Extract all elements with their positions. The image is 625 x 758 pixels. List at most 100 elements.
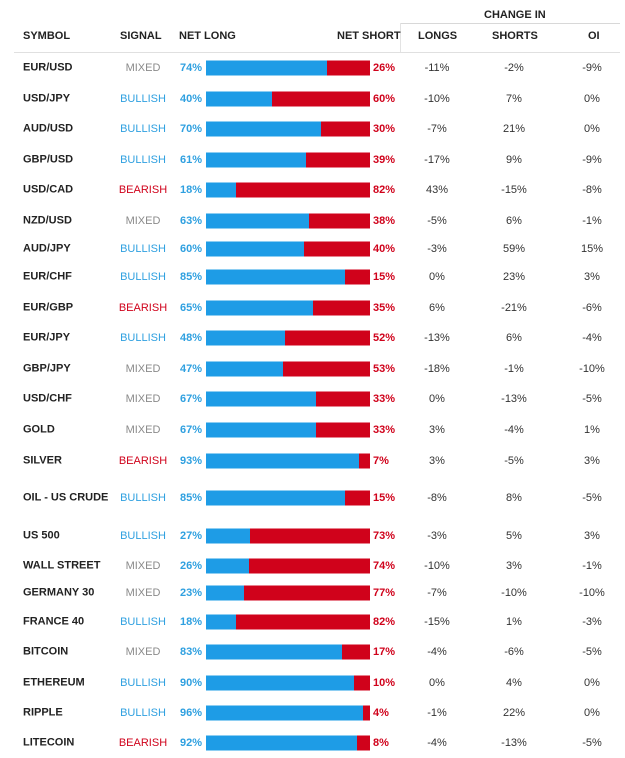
table-row[interactable]: GBP/JPY MIXED 47% 53% -18% -1% -10% [14,354,620,385]
change-oi: -10% [579,362,605,375]
header-longs[interactable]: LONGS [418,30,458,42]
symbol-link[interactable]: GBP/USD [23,153,74,166]
change-oi: 15% [580,243,604,255]
symbol-link[interactable]: EUR/USD [23,61,73,74]
table-row[interactable]: BITCOIN MIXED 83% 17% -4% -6% -5% [14,637,620,667]
sentiment-bar [206,422,370,438]
net-long-percent: 26% [179,559,202,572]
change-longs: -4% [427,737,447,749]
table-row[interactable]: EUR/CHF BULLISH 85% 15% 0% 23% 3% [14,262,620,293]
sentiment-bar [206,182,370,198]
symbol-link[interactable]: SILVER [23,454,62,466]
table-row[interactable]: GOLD MIXED 67% 33% 3% -4% 1% [14,415,620,446]
sentiment-bar [206,490,370,506]
symbol-link[interactable]: OIL - US CRUDE [23,491,109,504]
table-row[interactable]: EUR/GBP BEARISH 65% 35% 6% -21% -6% [14,293,620,324]
change-oi: -5% [582,737,602,749]
net-short-bar [243,585,370,601]
change-longs: -11% [424,62,450,75]
net-long-bar [206,528,251,543]
symbol-link[interactable]: RIPPLE [23,706,63,719]
symbol-link[interactable]: GERMANY 30 [23,586,95,599]
change-longs: -18% [424,362,450,375]
sentiment-bar [206,361,370,377]
symbol-link[interactable]: NZD/USD [23,214,72,227]
table-row[interactable]: LITECOIN BEARISH 92% 8% -4% -13% -5% [14,728,620,758]
table-row[interactable]: FRANCE 40 BULLISH 18% 82% -15% 1% -3% [14,606,620,637]
header-oi[interactable]: OI [588,30,600,42]
signal-label: MIXED [125,362,161,375]
signal-label: MIXED [125,214,161,227]
net-long-percent: 65% [179,301,202,314]
symbol-link[interactable]: GBP/JPY [23,362,71,375]
net-short-percent: 17% [373,646,396,658]
table-row[interactable]: ETHEREUM BULLISH 90% 10% 0% 4% 0% [14,667,620,698]
header-net-short[interactable]: NET SHORT [337,30,401,42]
change-shorts: -21% [501,301,527,314]
net-short-bar [315,422,370,438]
symbol-link[interactable]: WALL STREET [23,559,101,571]
symbol-link[interactable]: EUR/JPY [23,331,71,344]
header-shorts[interactable]: SHORTS [492,30,538,42]
change-oi: 0% [584,123,600,136]
header-net-long[interactable]: NET LONG [179,30,236,42]
change-oi: 0% [584,676,600,689]
net-short-bar [283,361,370,377]
sentiment-bar [206,558,370,573]
table-row[interactable]: OIL - US CRUDE BULLISH 85% 15% -8% 8% -5% [14,476,620,520]
symbol-link[interactable]: EUR/CHF [23,270,72,283]
net-short-percent: 40% [373,243,396,255]
table-row[interactable]: SILVER BEARISH 93% 7% 3% -5% 3% [14,445,620,476]
net-long-bar [206,558,249,573]
symbol-link[interactable]: GOLD [23,423,55,436]
table-row[interactable]: USD/JPY BULLISH 40% 60% -10% 7% 0% [14,84,620,115]
signal-label: BULLISH [120,332,166,345]
net-short-percent: 35% [373,301,396,314]
net-long-bar [206,585,244,601]
table-row[interactable]: NZD/USD MIXED 63% 38% -5% 6% -1% [14,206,620,237]
symbol-link[interactable]: USD/CHF [23,392,72,405]
table-row[interactable]: EUR/JPY BULLISH 48% 52% -13% 6% -4% [14,323,620,354]
symbol-link[interactable]: ETHEREUM [23,676,85,688]
table-row[interactable]: USD/CHF MIXED 67% 33% 0% -13% -5% [14,384,620,415]
symbol-link[interactable]: LITECOIN [23,736,75,749]
sentiment-bar [206,91,370,107]
net-short-percent: 53% [373,362,396,375]
change-longs: -13% [424,332,450,345]
symbol-link[interactable]: USD/JPY [23,92,71,105]
change-oi: 3% [584,529,600,542]
net-short-percent: 15% [373,492,396,504]
header-signal[interactable]: SIGNAL [120,30,162,42]
header-symbol[interactable]: SYMBOL [23,30,71,42]
change-shorts: 22% [502,707,526,719]
net-short-percent: 82% [373,184,396,197]
table-row[interactable]: AUD/USD BULLISH 70% 30% -7% 21% 0% [14,114,620,145]
symbol-link[interactable]: USD/CAD [23,183,74,196]
change-longs: 43% [425,184,449,197]
change-shorts: -1% [504,362,524,375]
net-short-bar [363,705,370,721]
change-shorts: -13% [501,737,527,749]
change-shorts: -6% [504,646,524,658]
table-row[interactable]: US 500 BULLISH 27% 73% -3% 5% 3% [14,520,620,551]
net-short-percent: 39% [373,153,396,166]
table-row[interactable]: USD/CAD BEARISH 18% 82% 43% -15% -8% [14,175,620,206]
table-row[interactable]: AUD/JPY BULLISH 60% 40% -3% 59% 15% [14,236,620,262]
table-row[interactable]: WALL STREET MIXED 26% 74% -10% 3% -1% [14,551,620,580]
net-short-bar [356,735,370,751]
symbol-link[interactable]: FRANCE 40 [23,615,85,627]
net-short-percent: 26% [373,62,396,75]
change-shorts: 23% [502,271,526,284]
table-row[interactable]: EUR/USD MIXED 74% 26% -11% -2% -9% [14,53,620,84]
table-row[interactable]: GERMANY 30 MIXED 23% 77% -7% -10% -10% [14,580,620,606]
symbol-link[interactable]: AUD/USD [23,122,74,135]
table-row[interactable]: GBP/USD BULLISH 61% 39% -17% 9% -9% [14,145,620,176]
symbol-link[interactable]: AUD/JPY [23,242,71,255]
symbol-link[interactable]: BITCOIN [23,645,69,658]
sentiment-bar [206,60,370,76]
net-short-percent: 82% [373,615,396,628]
sentiment-table: CHANGE IN SYMBOL SIGNAL NET LONG NET SHO… [14,0,620,758]
table-row[interactable]: RIPPLE BULLISH 96% 4% -1% 22% 0% [14,698,620,728]
symbol-link[interactable]: US 500 [23,529,60,541]
symbol-link[interactable]: EUR/GBP [23,301,74,314]
